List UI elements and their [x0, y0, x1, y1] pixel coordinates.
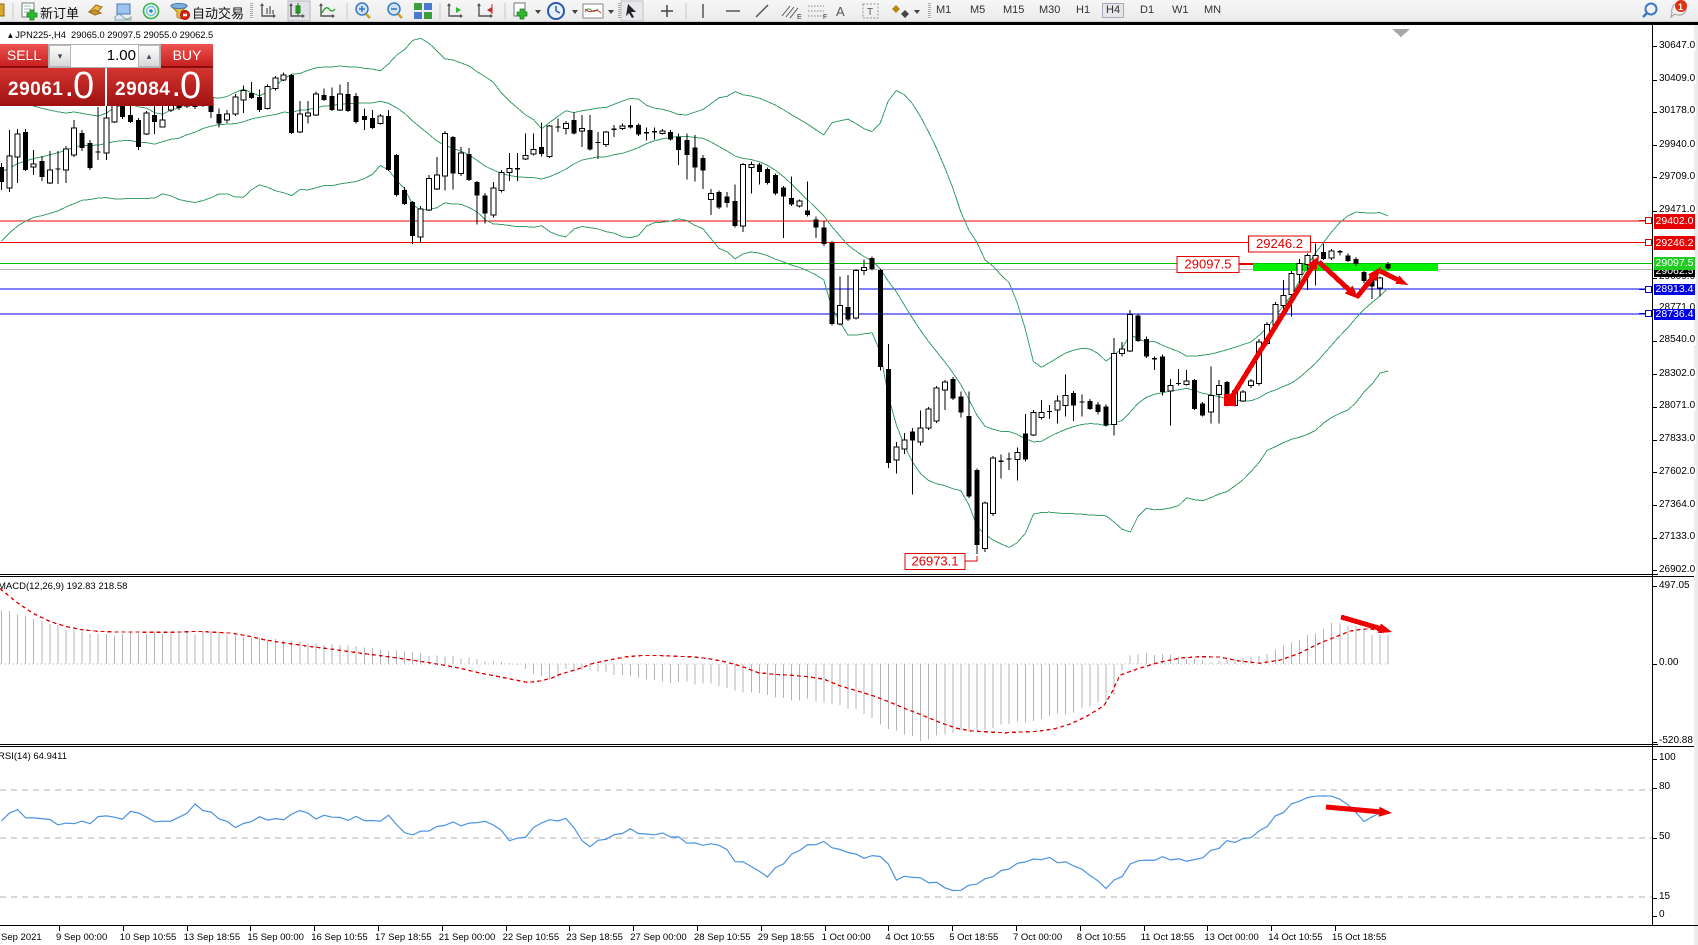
svg-text:E: E	[797, 14, 802, 21]
svg-text:A: A	[836, 4, 845, 19]
svg-text:29097.5: 29097.5	[1185, 257, 1232, 272]
svg-text:T: T	[867, 7, 873, 18]
svg-text:1: 1	[1678, 2, 1683, 12]
svg-text:F: F	[823, 14, 827, 21]
svg-text:29246.2: 29246.2	[1256, 236, 1303, 251]
svg-text:26973.1: 26973.1	[912, 554, 959, 569]
